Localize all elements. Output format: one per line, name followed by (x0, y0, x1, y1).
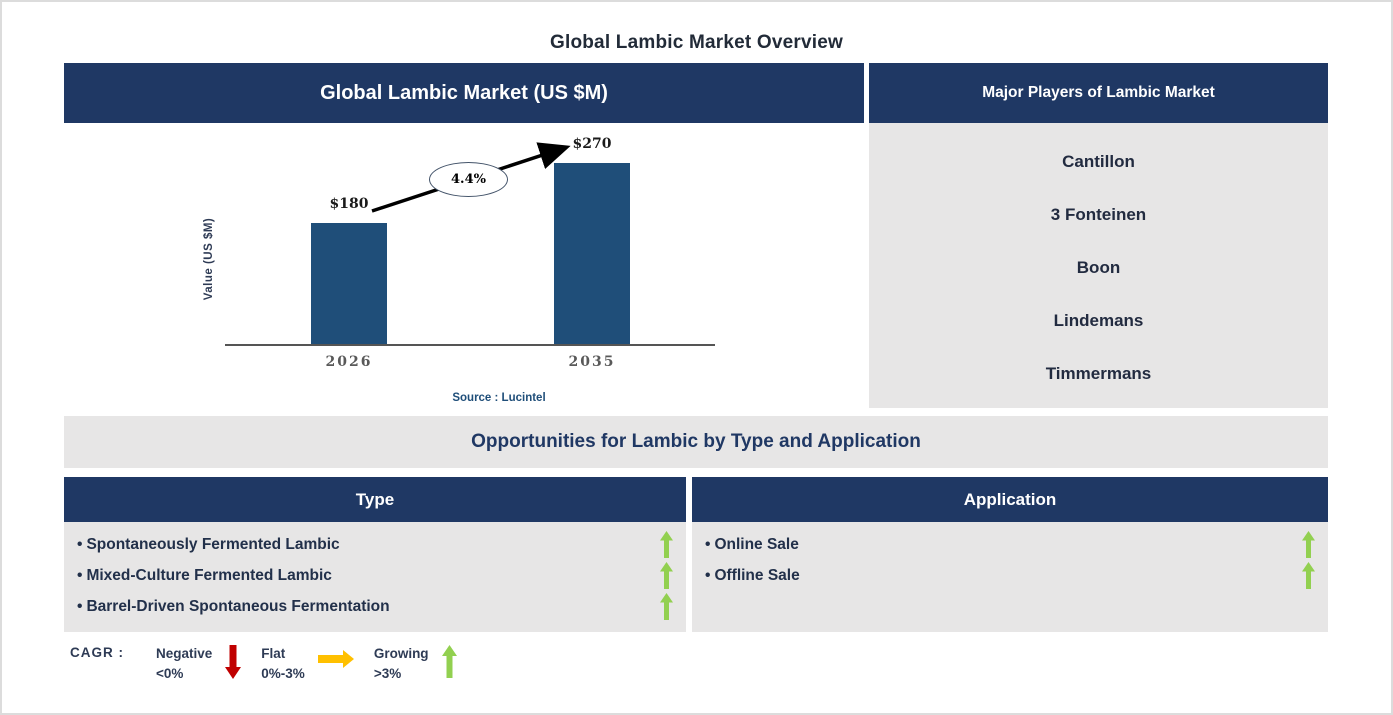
type-panel-body: • Spontaneously Fermented Lambic • Mixed-C… (64, 522, 686, 632)
list-item: • Barrel-Driven Spontaneous Fermentation (77, 591, 673, 622)
opportunities-banner: Opportunities for Lambic by Type and App… (64, 416, 1328, 468)
bullet: • (77, 566, 83, 584)
type-item-label: • Mixed-Culture Fermented Lambic (77, 566, 332, 584)
bar-2026 (311, 223, 387, 344)
legend-entry-negative: Negative <0% (156, 644, 261, 684)
right-arrow-icon (317, 650, 354, 668)
legend-entry-name: Negative (156, 646, 213, 661)
player-item: Lindemans (1053, 310, 1144, 330)
up-arrow-icon (660, 562, 673, 589)
player-item: Cantillon (1062, 151, 1135, 171)
application-item-label: • Offline Sale (705, 566, 800, 584)
type-item-label: • Barrel-Driven Spontaneous Fermentation (77, 597, 390, 615)
legend-entry-range: <0% (156, 666, 184, 681)
y-axis-label: Value (US $M) (203, 217, 215, 301)
x-tick-2035: 2035 (568, 354, 616, 370)
legend-entry-text: Growing >3% (374, 644, 429, 684)
bar-value-2035: $270 (572, 136, 612, 152)
legend-entry-name: Flat (261, 646, 286, 661)
application-panel-header: Application (692, 477, 1328, 522)
list-item: • Offline Sale (705, 560, 1315, 591)
up-arrow-icon (660, 531, 673, 558)
application-panel-body: • Online Sale • Offline Sale (692, 522, 1328, 632)
list-item: • Spontaneously Fermented Lambic (77, 529, 673, 560)
cagr-ellipse: 4.4% (429, 162, 508, 197)
legend-entry-range: 0%-3% (261, 666, 305, 681)
bullet: • (77, 597, 83, 615)
players-panel-header: Major Players of Lambic Market (869, 63, 1328, 123)
opportunities-banner-label: Opportunities for Lambic by Type and App… (471, 431, 921, 452)
cagr-value: 4.4% (451, 172, 486, 187)
type-panel-header: Type (64, 477, 686, 522)
application-panel-header-label: Application (963, 489, 1057, 509)
application-item-label: • Online Sale (705, 535, 799, 553)
chart-panel-header: Global Lambic Market (US $M) (64, 63, 864, 123)
legend-entry-flat: Flat 0%-3% (261, 644, 374, 684)
bullet: • (705, 566, 711, 584)
down-arrow-icon (225, 645, 242, 679)
up-arrow-icon (1302, 531, 1315, 558)
cagr-legend-title: CAGR : (70, 645, 124, 660)
list-item: • Online Sale (705, 529, 1315, 560)
type-item-label: • Spontaneously Fermented Lambic (77, 535, 340, 553)
application-panel: Application • Online Sale • Offline Sale (692, 477, 1328, 632)
players-panel-header-label: Major Players of Lambic Market (982, 84, 1215, 101)
x-tick-2026: 2026 (325, 354, 373, 370)
bullet: • (705, 535, 711, 553)
up-arrow-icon (660, 593, 673, 620)
legend-entry-text: Flat 0%-3% (261, 644, 305, 684)
cagr-legend: CAGR : Negative <0% Flat 0%-3% Growing >… (70, 644, 477, 684)
bullet: • (77, 535, 83, 553)
player-item: Boon (1076, 257, 1121, 277)
player-item: 3 Fonteinen (1050, 204, 1147, 224)
type-panel: Type • Spontaneously Fermented Lambic • Mi… (64, 477, 686, 632)
bar-chart: Value (US $M) 4.4% $180 $270 2026 2035 S… (64, 123, 864, 410)
chart-panel-header-label: Global Lambic Market (US $M) (320, 81, 608, 104)
x-axis-line (225, 344, 715, 346)
bar-value-2026: $180 (329, 196, 369, 212)
bar-2035 (554, 163, 630, 344)
players-list: Cantillon 3 Fonteinen Boon Lindemans Tim… (869, 123, 1328, 408)
type-panel-header-label: Type (355, 489, 395, 509)
up-arrow-icon (1302, 562, 1315, 589)
legend-entry-growing: Growing >3% (374, 644, 477, 684)
up-arrow-icon (441, 645, 457, 678)
list-item: • Mixed-Culture Fermented Lambic (77, 560, 673, 591)
source-note: Source : Lucintel (452, 392, 546, 404)
page-title: Global Lambic Market Overview (549, 32, 844, 53)
legend-entry-range: >3% (373, 666, 402, 681)
legend-entry-name: Growing (373, 646, 429, 661)
legend-entry-text: Negative <0% (156, 644, 212, 684)
player-item: Timmermans (1045, 363, 1152, 383)
